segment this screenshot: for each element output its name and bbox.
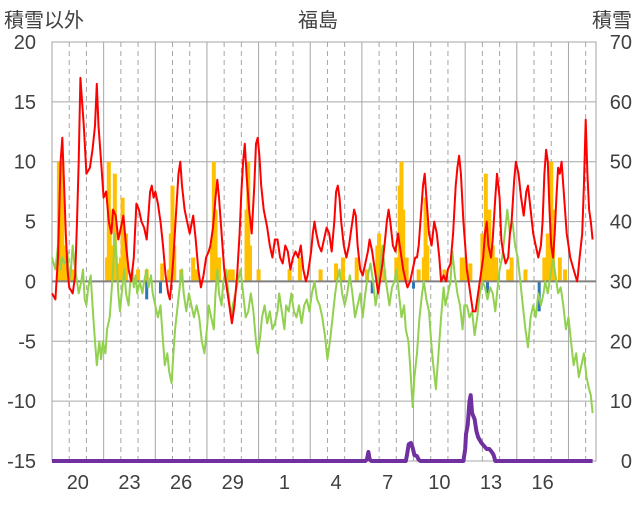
x-tick-label: 10: [428, 472, 450, 494]
precipitation-bar: [213, 209, 218, 282]
x-tick-label: 1: [279, 472, 290, 494]
precipitation-bar: [124, 233, 129, 282]
precipitation-bar: [227, 269, 232, 282]
precipitation-bar: [459, 257, 464, 282]
left-tick-label: 0: [25, 271, 36, 293]
right-axis-label: 積雪: [592, 9, 632, 32]
right-tick-label: 10: [610, 391, 632, 413]
precipitation-bar: [425, 245, 430, 282]
precipitation-bar: [256, 269, 261, 282]
precipitation-bar: [318, 269, 323, 282]
precipitation-bar: [107, 209, 112, 282]
precipitation-bar: [506, 269, 511, 282]
precipitation-bar: [563, 269, 568, 282]
negative-bar: [370, 281, 374, 294]
precipitation-bar: [120, 197, 125, 282]
right-tick-label: 30: [610, 271, 632, 293]
right-tick-label: 0: [621, 451, 632, 473]
precipitation-bar: [523, 269, 528, 282]
right-tick-label: 50: [610, 152, 632, 174]
left-tick-label: 10: [14, 152, 36, 174]
precipitation-bar: [545, 233, 550, 282]
x-tick-label: 29: [222, 472, 244, 494]
left-tick-label: -5: [18, 331, 36, 353]
precipitation-bar: [246, 161, 251, 282]
precipitation-bar: [468, 263, 473, 282]
precipitation-bar: [110, 245, 115, 282]
precipitation-bar: [297, 257, 302, 282]
precipitation-bar: [557, 257, 562, 282]
series-line-red: [51, 76, 594, 325]
precipitation-bar: [542, 257, 547, 282]
left-axis-label: 積雪以外: [4, 9, 84, 32]
x-tick-label: 16: [532, 472, 554, 494]
x-tick-label: 7: [382, 472, 393, 494]
x-tick-label: 20: [67, 472, 89, 494]
chart-title: 福島: [298, 9, 338, 32]
precipitation-bar: [136, 269, 141, 282]
precipitation-bar: [334, 263, 339, 282]
series-line-snow: [52, 393, 593, 463]
left-tick-label: 15: [14, 92, 36, 114]
precipitation-bar: [194, 269, 199, 282]
precipitation-bar: [191, 257, 196, 282]
precipitation-bar: [60, 161, 65, 282]
precipitation-bar: [247, 245, 252, 282]
negative-bar: [486, 281, 490, 294]
precipitation-bar: [70, 269, 75, 282]
precipitation-bar: [377, 233, 382, 282]
negative-bar: [145, 281, 149, 300]
precipitation-bar: [416, 269, 421, 282]
x-tick-label: 13: [480, 472, 502, 494]
precipitation-bar: [230, 269, 235, 282]
precipitation-bar: [287, 269, 292, 282]
precipitation-bar: [509, 257, 514, 282]
left-tick-label: -15: [7, 451, 36, 473]
left-tick-label: -10: [7, 391, 36, 413]
right-tick-label: 70: [610, 32, 632, 54]
x-tick-label: 23: [118, 472, 140, 494]
negative-bar: [412, 281, 416, 289]
precipitation-bar: [63, 257, 68, 282]
precipitation-bar: [340, 257, 345, 282]
precipitation-bar: [423, 197, 428, 282]
x-tick-label: 4: [330, 472, 341, 494]
precipitation-bar: [160, 263, 165, 282]
precipitation-bar: [112, 173, 117, 282]
x-tick-label: 26: [170, 472, 192, 494]
precipitation-bar: [172, 245, 177, 282]
negative-bar: [158, 281, 162, 294]
right-tick-label: 20: [610, 331, 632, 353]
left-tick-label: 20: [14, 32, 36, 54]
right-tick-label: 40: [610, 212, 632, 234]
right-tick-label: 60: [610, 92, 632, 114]
precipitation-bar: [216, 257, 221, 282]
precipitation-bar: [170, 185, 175, 282]
left-tick-label: 5: [25, 212, 36, 234]
precipitation-bar: [490, 245, 495, 282]
precipitation-bar: [404, 257, 409, 282]
precipitation-bar: [401, 209, 406, 282]
precipitation-bar: [494, 257, 499, 282]
precipitation-bar: [354, 257, 359, 282]
